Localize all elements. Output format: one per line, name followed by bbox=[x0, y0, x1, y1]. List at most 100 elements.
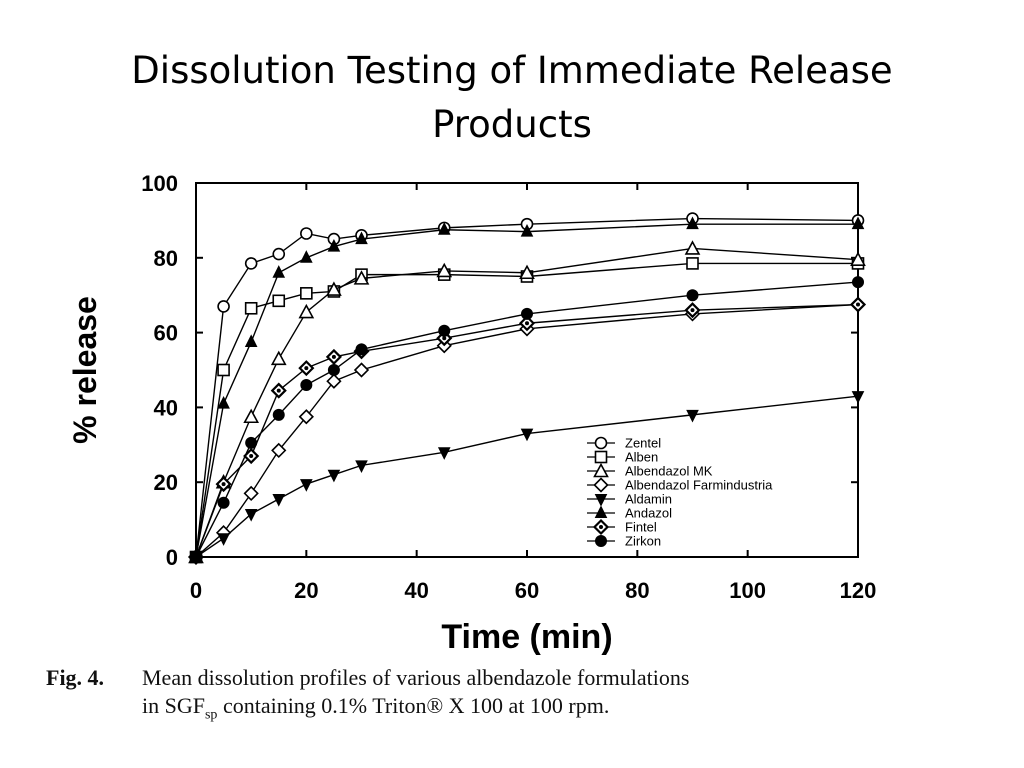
data-point bbox=[272, 265, 286, 278]
data-point bbox=[355, 460, 368, 473]
data-point bbox=[243, 485, 259, 502]
marker-dot bbox=[249, 454, 254, 459]
data-point bbox=[355, 231, 368, 245]
data-point bbox=[686, 409, 699, 423]
series-zirkon bbox=[190, 276, 864, 563]
data-point bbox=[300, 250, 313, 263]
data-point bbox=[521, 307, 533, 320]
data-point bbox=[850, 251, 866, 266]
legend-marker bbox=[593, 477, 609, 493]
data-point bbox=[272, 494, 286, 507]
caption-line-2-start: in SGF bbox=[142, 693, 205, 718]
data-point bbox=[270, 382, 287, 399]
data-point bbox=[272, 408, 285, 421]
series-albendazol-mk bbox=[188, 240, 866, 564]
data-point bbox=[217, 363, 230, 377]
y-tick-label: 100 bbox=[141, 171, 178, 196]
marker-dot bbox=[442, 336, 447, 341]
data-point bbox=[519, 264, 535, 280]
legend-label: Zirkon bbox=[625, 534, 661, 549]
legend-marker bbox=[595, 535, 607, 547]
data-point bbox=[271, 442, 287, 459]
data-point bbox=[436, 262, 453, 278]
legend-entry: Zentel bbox=[587, 436, 661, 451]
marker-dot bbox=[276, 388, 281, 393]
data-point bbox=[353, 270, 370, 285]
legend-marker bbox=[594, 505, 608, 518]
y-tick-label: 0 bbox=[166, 545, 178, 570]
slide-title: Dissolution Testing of Immediate Release… bbox=[0, 44, 1024, 152]
y-tick-label: 80 bbox=[154, 246, 178, 271]
legend-entry: Zirkon bbox=[587, 534, 661, 549]
data-point bbox=[686, 257, 699, 270]
x-tick-label: 20 bbox=[294, 578, 318, 603]
marker-dot bbox=[525, 321, 529, 326]
x-tick-label: 100 bbox=[729, 578, 766, 603]
x-axis-label: Time (min) bbox=[441, 618, 612, 656]
legend-entry: Andazol bbox=[587, 505, 672, 521]
chart-plot-area bbox=[187, 212, 867, 566]
legend-marker bbox=[592, 518, 610, 536]
data-point bbox=[327, 469, 341, 483]
legend-marker bbox=[593, 462, 609, 478]
data-point bbox=[270, 350, 287, 366]
legend-label: Albendazol Farmindustria bbox=[625, 478, 773, 493]
data-point bbox=[300, 227, 313, 240]
data-point bbox=[300, 479, 313, 492]
legend-entry: Albendazol MK bbox=[587, 462, 713, 479]
y-tick-label: 20 bbox=[154, 470, 178, 495]
data-point bbox=[298, 360, 315, 377]
y-tick-label: 60 bbox=[154, 321, 178, 346]
data-point bbox=[325, 348, 342, 365]
data-point bbox=[326, 281, 342, 296]
legend-entry: Albendazol Farmindustria bbox=[587, 477, 773, 493]
data-point bbox=[244, 508, 258, 522]
legend-entry: Alben bbox=[587, 450, 658, 465]
data-point bbox=[686, 289, 699, 302]
data-point bbox=[353, 362, 370, 378]
data-point bbox=[518, 315, 536, 332]
data-point bbox=[244, 334, 258, 347]
caption-line-2-subscript: sp bbox=[204, 707, 218, 723]
caption-line-2: in SGFsp containing 0.1% Triton® X 100 a… bbox=[46, 692, 946, 729]
data-point bbox=[437, 222, 451, 235]
y-tick-label: 40 bbox=[154, 395, 178, 420]
legend-label: Albendazol MK bbox=[625, 464, 713, 479]
data-point bbox=[300, 287, 313, 300]
data-point bbox=[355, 343, 368, 356]
data-point bbox=[190, 551, 202, 563]
legend-marker bbox=[594, 450, 608, 464]
legend-label: Fintel bbox=[625, 520, 657, 535]
legend-label: Zentel bbox=[625, 436, 661, 451]
data-point bbox=[217, 533, 230, 546]
legend-marker bbox=[594, 494, 608, 507]
x-tick-label: 120 bbox=[840, 578, 877, 603]
caption-figure-label: Fig. 4. bbox=[46, 665, 105, 690]
series-alben bbox=[189, 257, 865, 564]
x-tick-label: 0 bbox=[190, 578, 202, 603]
data-point bbox=[520, 428, 534, 442]
data-point bbox=[217, 300, 230, 313]
data-point bbox=[684, 302, 701, 319]
data-point bbox=[438, 324, 451, 337]
legend-label: Aldamin bbox=[625, 492, 672, 507]
series-line bbox=[195, 247, 859, 558]
data-point bbox=[217, 496, 230, 509]
data-point bbox=[298, 303, 315, 319]
data-point bbox=[851, 216, 865, 230]
marker-dot bbox=[304, 366, 309, 371]
data-point bbox=[215, 476, 232, 493]
data-point bbox=[684, 240, 701, 255]
data-point bbox=[272, 294, 286, 308]
data-point bbox=[327, 364, 340, 376]
data-point bbox=[686, 216, 699, 230]
data-point bbox=[217, 396, 230, 409]
legend-marker bbox=[594, 436, 608, 450]
marker-dot bbox=[221, 482, 226, 487]
x-tick-label: 80 bbox=[625, 578, 649, 603]
legend-entry: Fintel bbox=[587, 518, 657, 536]
slide-title-line-1: Dissolution Testing of Immediate Release bbox=[131, 49, 893, 92]
legend-entry: Aldamin bbox=[587, 492, 672, 507]
data-point bbox=[851, 391, 865, 404]
